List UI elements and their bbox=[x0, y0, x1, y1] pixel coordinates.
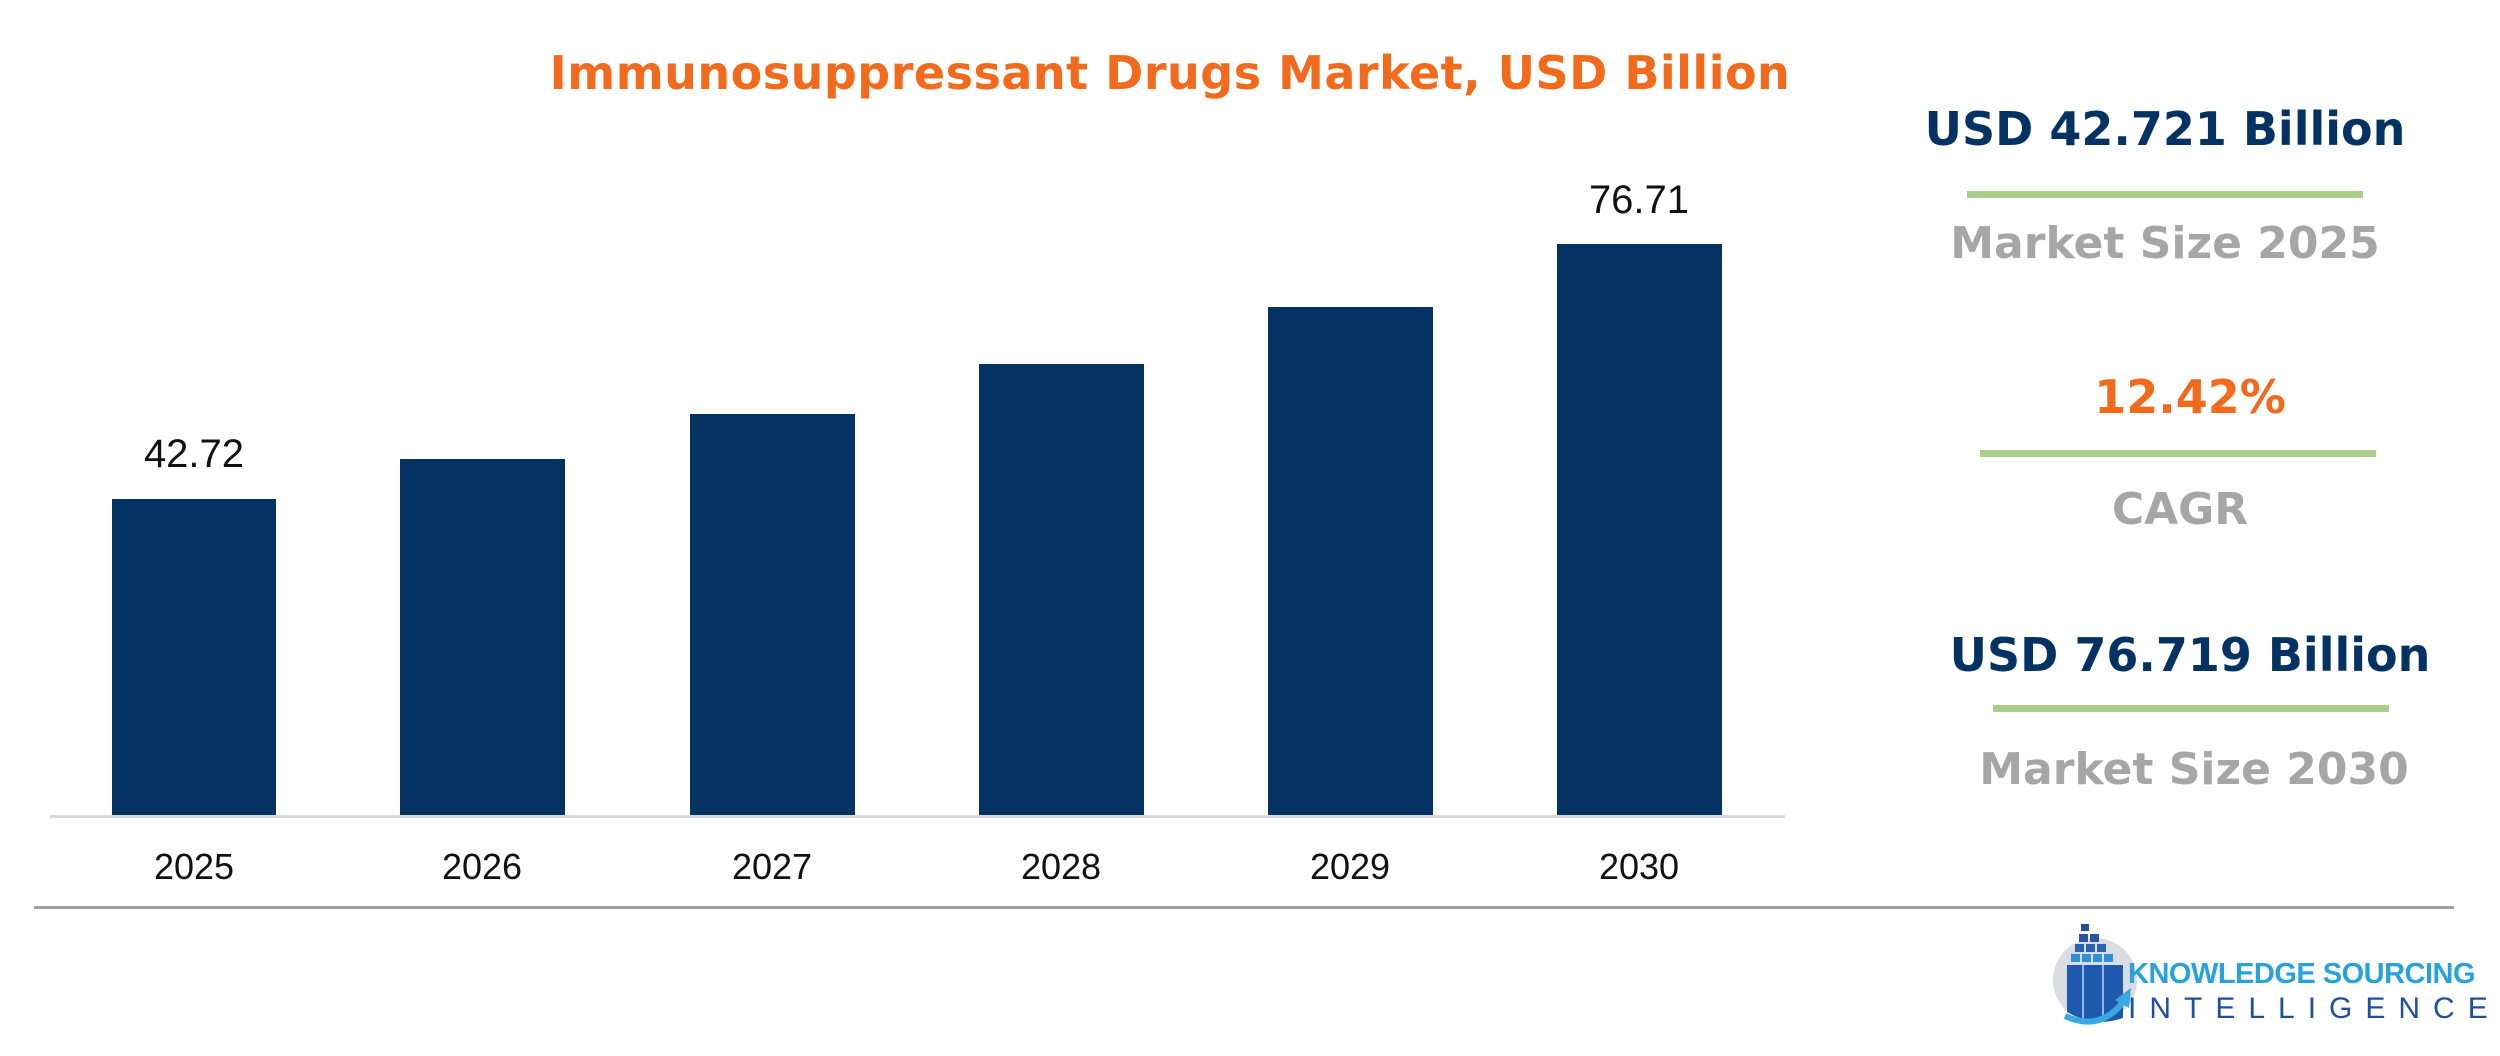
kpi-market-size-2030-label: Market Size 2030 bbox=[1979, 744, 2409, 795]
logo-text-line1: KNOWLEDGE SOURCING bbox=[2128, 958, 2476, 990]
logo-globe-icon bbox=[2053, 924, 2137, 1025]
bar-2030 bbox=[1557, 244, 1722, 816]
bar-2029 bbox=[1268, 307, 1433, 816]
kpi-market-size-2030-value: USD 76.719 Billion bbox=[1949, 628, 2431, 682]
bar-2026 bbox=[400, 459, 565, 816]
bar-2027 bbox=[690, 414, 855, 816]
bar-2025 bbox=[112, 499, 276, 816]
x-axis-line bbox=[50, 815, 1785, 818]
kpi-divider bbox=[1967, 191, 2363, 198]
chart-title: Immunosuppressant Drugs Market, USD Bill… bbox=[549, 46, 1791, 100]
x-label: 2025 bbox=[153, 846, 235, 887]
kpi-cagr-label: CAGR bbox=[2111, 484, 2249, 535]
data-label-2030: 76.71 bbox=[1588, 178, 1690, 222]
kpi-cagr-value: 12.42% bbox=[2094, 370, 2286, 424]
kpi-market-size-2025-value: USD 42.721 Billion bbox=[1924, 102, 2406, 156]
x-label: 2027 bbox=[731, 846, 813, 887]
kpi-divider bbox=[1993, 705, 2389, 712]
logo-text-line2: INTELLIGENCE bbox=[2128, 992, 2500, 1025]
data-label-2025: 42.72 bbox=[143, 432, 245, 476]
x-label: 2028 bbox=[1020, 846, 1102, 887]
kpi-divider bbox=[1980, 450, 2376, 457]
x-label: 2030 bbox=[1598, 846, 1680, 887]
x-label: 2029 bbox=[1309, 846, 1391, 887]
bar-2028 bbox=[979, 364, 1144, 816]
kpi-market-size-2025-label: Market Size 2025 bbox=[1950, 218, 2380, 269]
x-label: 2026 bbox=[441, 846, 523, 887]
footer-divider bbox=[34, 906, 2454, 909]
